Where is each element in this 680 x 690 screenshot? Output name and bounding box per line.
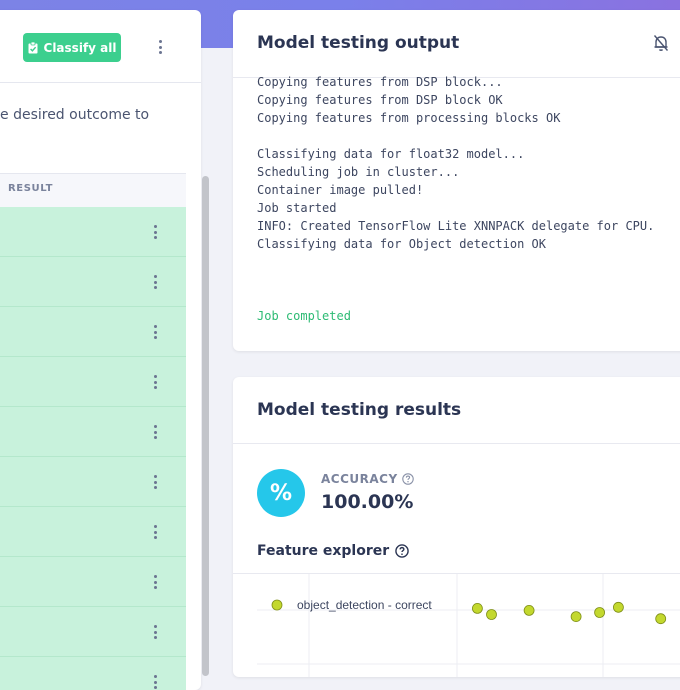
- log-line: Copying features from processing blocks …: [257, 111, 561, 125]
- row-more-options-icon[interactable]: [153, 325, 157, 339]
- data-points: [471, 601, 667, 625]
- log-line: Copying features from DSP block OK: [257, 93, 503, 107]
- result-row[interactable]: [0, 457, 186, 507]
- log-line: INFO: Created TensorFlow Lite XNNPACK de…: [257, 219, 655, 233]
- log-line: [257, 127, 654, 145]
- feature-explorer-plot[interactable]: object_detection - correct: [233, 574, 680, 677]
- data-point[interactable]: [570, 611, 582, 622]
- result-column-header: RESULT: [0, 173, 186, 208]
- panel-divider: [0, 82, 201, 83]
- data-point[interactable]: [471, 603, 483, 614]
- clipboard-check-icon: [28, 41, 38, 53]
- log-line: [257, 271, 654, 289]
- legend-marker: [271, 599, 283, 611]
- log-line: Job started: [257, 201, 337, 215]
- row-more-options-icon[interactable]: [153, 275, 157, 289]
- data-point[interactable]: [486, 609, 497, 620]
- model-testing-output-card: Model testing output Copying features fr…: [233, 10, 680, 351]
- result-row[interactable]: [0, 507, 186, 557]
- feature-explorer-title-row: Feature explorer: [257, 543, 409, 559]
- row-more-options-icon[interactable]: [153, 625, 157, 639]
- row-more-options-icon[interactable]: [153, 425, 157, 439]
- log-line: Copying features from DSP block...: [257, 75, 503, 89]
- data-point[interactable]: [594, 607, 606, 618]
- result-header-label: RESULT: [8, 183, 53, 194]
- output-title: Model testing output: [257, 33, 460, 53]
- percent-symbol: %: [269, 480, 293, 506]
- log-line: [257, 289, 654, 307]
- classify-all-label: Classify all: [43, 40, 117, 55]
- result-row[interactable]: [0, 357, 186, 407]
- log-output: Copying features from DSP block... Copyin…: [257, 73, 654, 325]
- data-point[interactable]: [612, 601, 624, 613]
- percent-icon: %: [257, 469, 305, 517]
- log-line: Classifying data for float32 model...: [257, 147, 525, 161]
- log-line: Container image pulled!: [257, 183, 424, 197]
- row-more-options-icon[interactable]: [153, 225, 157, 239]
- result-rows: [0, 207, 186, 690]
- result-row[interactable]: [0, 607, 186, 657]
- panel-more-options-icon[interactable]: [158, 40, 162, 54]
- log-line: [257, 253, 654, 271]
- result-row[interactable]: [0, 207, 186, 257]
- output-divider: [233, 77, 680, 78]
- panel-description: e desired outcome to: [0, 107, 150, 123]
- test-data-panel: Classify all e desired outcome to RESULT: [0, 10, 201, 690]
- result-row[interactable]: [0, 307, 186, 357]
- log-line: Scheduling job in cluster...: [257, 165, 460, 179]
- results-title: Model testing results: [257, 400, 462, 420]
- result-row[interactable]: [0, 407, 186, 457]
- job-completed-line: Job completed: [257, 309, 351, 323]
- legend-label: object_detection - correct: [297, 598, 432, 612]
- data-point[interactable]: [655, 613, 667, 625]
- classify-all-button[interactable]: Classify all: [23, 33, 121, 62]
- row-more-options-icon[interactable]: [153, 375, 157, 389]
- accuracy-value: 100.00%: [321, 491, 414, 513]
- row-more-options-icon[interactable]: [153, 675, 157, 689]
- feature-explorer-title: Feature explorer: [257, 543, 390, 559]
- result-row[interactable]: [0, 657, 186, 690]
- model-testing-results-card: Model testing results % ACCURACY 100.00%…: [233, 377, 680, 677]
- help-icon[interactable]: [401, 473, 414, 485]
- feature-explorer-divider: [233, 573, 680, 574]
- scrollbar[interactable]: [202, 176, 209, 676]
- result-row[interactable]: [0, 257, 186, 307]
- accuracy-label: ACCURACY: [321, 472, 398, 486]
- feature-explorer-help-icon[interactable]: [395, 544, 409, 558]
- data-point[interactable]: [523, 605, 535, 616]
- bell-off-icon[interactable]: [653, 34, 669, 52]
- row-more-options-icon[interactable]: [153, 525, 157, 539]
- row-more-options-icon[interactable]: [153, 575, 157, 589]
- accuracy-label-row: ACCURACY: [321, 472, 414, 486]
- result-row[interactable]: [0, 557, 186, 607]
- log-line: Classifying data for Object detection OK: [257, 237, 546, 251]
- row-more-options-icon[interactable]: [153, 475, 157, 489]
- results-divider: [233, 443, 680, 444]
